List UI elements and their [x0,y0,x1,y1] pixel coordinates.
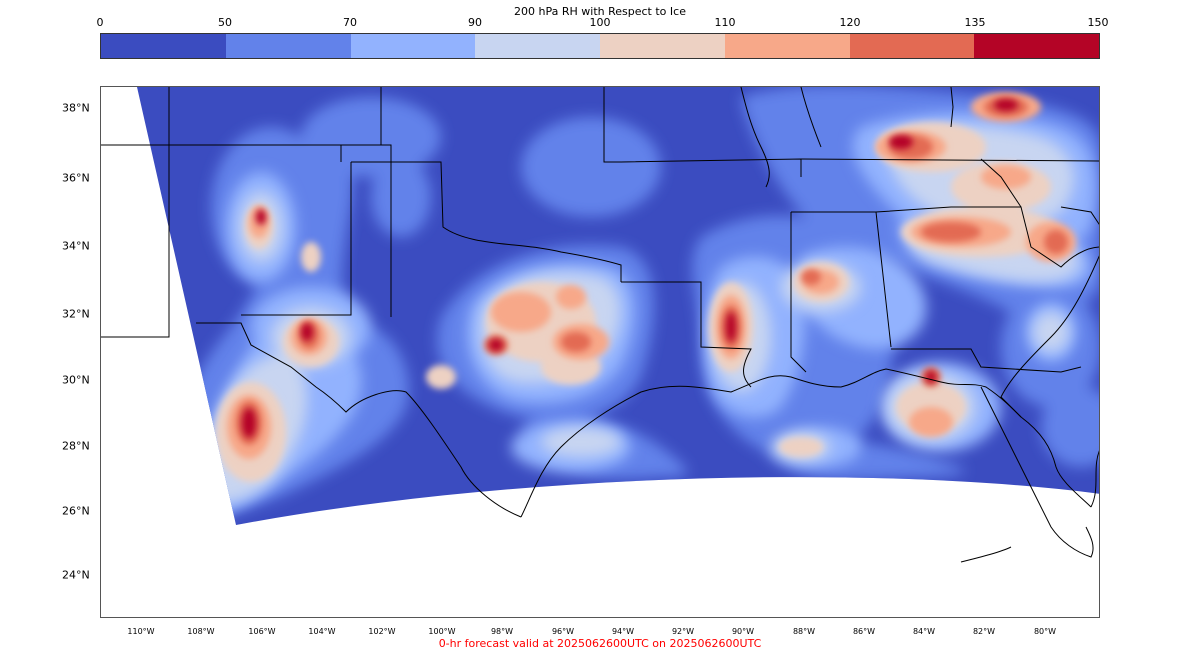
colorbar-tick: 120 [839,16,861,29]
forecast-valid-caption: 0-hr forecast valid at 2025062600UTC on … [438,637,762,650]
lon-label: 82°W [972,627,996,636]
lat-label: 24°N [62,568,90,582]
colorbar-tick: 0 [96,16,104,29]
lon-label: 102°W [368,627,396,636]
rh-field [137,87,1099,525]
colorbar-segment [849,34,975,58]
colorbar-segment [724,34,850,58]
lon-label: 104°W [308,627,336,636]
colorbar-tick: 110 [714,16,736,29]
colorbar-tick: 150 [1087,16,1109,29]
rh-map [101,87,1099,563]
lon-label: 96°W [551,627,575,636]
lat-label: 32°N [62,307,90,321]
colorbar-tick: 70 [343,16,357,29]
colorbar-segment [225,34,351,58]
colorbar-tick: 135 [964,16,986,29]
lon-label: 100°W [428,627,456,636]
lon-label: 80°W [1033,627,1057,636]
colorbar-tick: 100 [589,16,611,29]
lat-label: 26°N [62,504,90,518]
colorbar-title: 200 hPa RH with Respect to Ice [514,5,686,18]
lon-label: 94°W [611,627,635,636]
colorbar-segment [101,34,226,58]
lat-label: 34°N [62,239,90,253]
lat-label: 38°N [62,101,90,115]
lat-label: 30°N [62,373,90,387]
colorbar-segment [350,34,476,58]
lon-label: 86°W [852,627,876,636]
lon-label: 84°W [912,627,936,636]
map-panel [100,86,1100,618]
lat-label: 28°N [62,439,90,453]
lon-label: 88°W [792,627,816,636]
lon-label: 90°W [731,627,755,636]
colorbar-segment [600,34,725,58]
boundaries [101,87,1099,563]
lon-label: 110°W [127,627,155,636]
lon-label: 106°W [248,627,276,636]
colorbar-segment [475,34,600,58]
lon-label: 98°W [490,627,514,636]
lat-label: 36°N [62,171,90,185]
colorbar-tick: 90 [468,16,482,29]
colorbar-segment [974,34,1099,58]
lon-label: 92°W [671,627,695,636]
colorbar [100,33,1100,59]
colorbar-tick: 50 [218,16,232,29]
lon-label: 108°W [187,627,215,636]
